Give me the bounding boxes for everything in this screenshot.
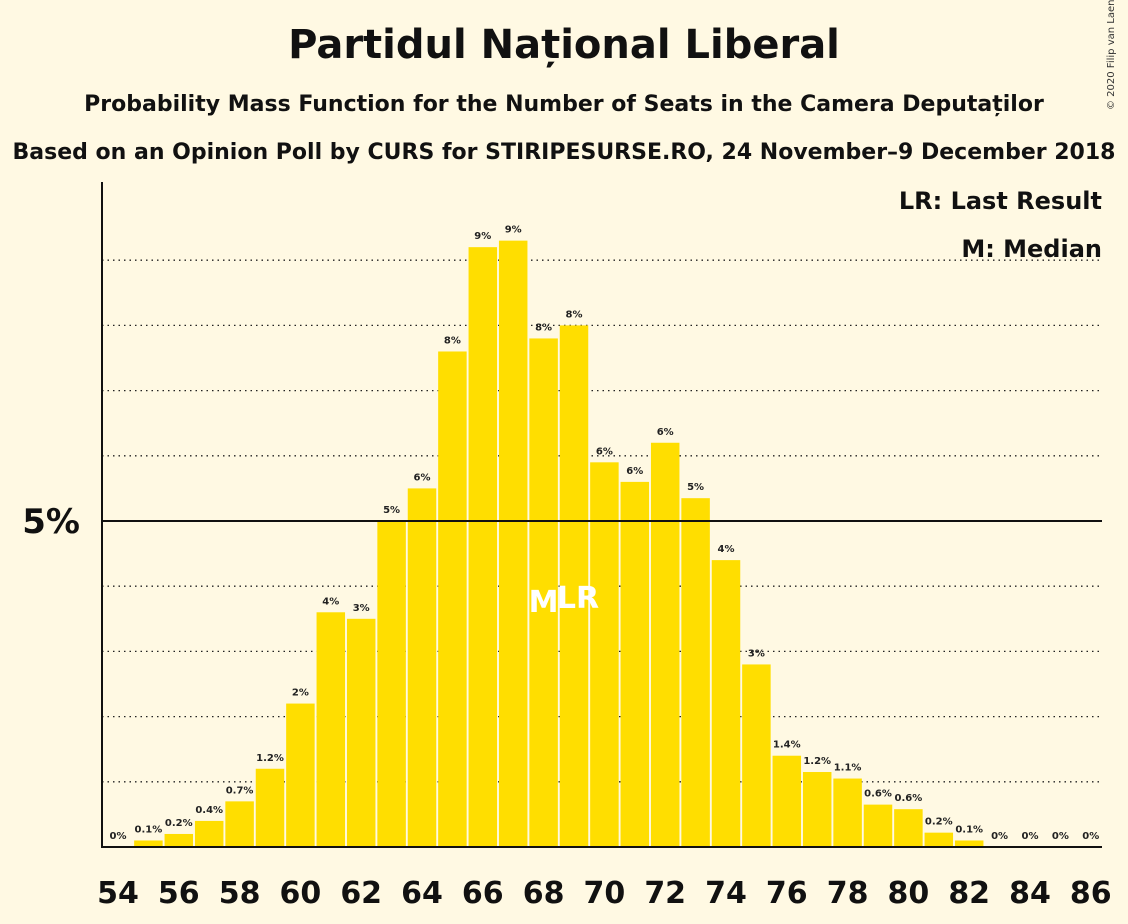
bar bbox=[590, 462, 619, 847]
legend-entry: LR: Last Result bbox=[899, 187, 1102, 215]
bar bbox=[681, 498, 710, 847]
bar-value-label: 5% bbox=[687, 482, 704, 493]
bar-value-label: 0.4% bbox=[195, 805, 223, 816]
bar-value-label: 8% bbox=[444, 335, 461, 346]
x-tick-label: 64 bbox=[401, 876, 443, 911]
x-tick-label: 74 bbox=[705, 876, 747, 911]
x-tick-label: 80 bbox=[888, 876, 930, 911]
bar-value-label: 4% bbox=[322, 596, 339, 607]
x-tick-label: 62 bbox=[340, 876, 382, 911]
bar-value-label: 0.1% bbox=[135, 824, 163, 835]
bar-value-label: 0% bbox=[1022, 831, 1039, 842]
x-tick-label: 76 bbox=[766, 876, 808, 911]
x-tick-label: 56 bbox=[158, 876, 200, 911]
bar-value-label: 0.6% bbox=[895, 793, 923, 804]
bar-value-label: 1.2% bbox=[256, 753, 284, 764]
bar bbox=[711, 560, 741, 847]
bar-value-label: 6% bbox=[626, 466, 643, 477]
bar bbox=[529, 338, 558, 847]
bar bbox=[407, 488, 437, 847]
x-tick-label: 82 bbox=[948, 876, 990, 911]
legend-entry: M: Median bbox=[961, 235, 1102, 263]
bar-value-label: 3% bbox=[748, 648, 765, 659]
chart-source: Based on an Opinion Poll by CURS for STI… bbox=[12, 140, 1116, 165]
bar-value-label: 0% bbox=[110, 831, 127, 842]
bar-value-label: 1.2% bbox=[803, 756, 831, 767]
bar bbox=[924, 832, 954, 847]
bar-value-label: 0% bbox=[1052, 831, 1069, 842]
x-tick-label: 54 bbox=[97, 876, 139, 911]
bar bbox=[316, 612, 346, 847]
bar bbox=[833, 778, 862, 847]
bar-value-label: 0.7% bbox=[226, 785, 254, 796]
bar bbox=[225, 801, 254, 847]
bar-value-label: 5% bbox=[383, 505, 400, 516]
x-tick-label: 58 bbox=[219, 876, 261, 911]
bar-value-label: 8% bbox=[566, 309, 583, 320]
bar-value-label: 1.1% bbox=[834, 763, 862, 774]
x-tick-label: 72 bbox=[644, 876, 686, 911]
bar-value-label: 6% bbox=[596, 446, 613, 457]
bar bbox=[498, 240, 528, 847]
bar bbox=[559, 325, 589, 847]
bar-value-label: 3% bbox=[353, 603, 370, 614]
bar bbox=[802, 772, 832, 847]
bar-value-label: 0% bbox=[1082, 831, 1099, 842]
bar-value-label: 2% bbox=[292, 688, 309, 699]
x-tick-label: 60 bbox=[280, 876, 322, 911]
x-tick-label: 78 bbox=[827, 876, 869, 911]
bar bbox=[650, 442, 680, 847]
bar-value-label: 0% bbox=[991, 831, 1008, 842]
x-tick-label: 84 bbox=[1009, 876, 1051, 911]
x-tick-label: 70 bbox=[584, 876, 626, 911]
bar-value-label: 6% bbox=[657, 427, 674, 438]
bar-value-label: 1.4% bbox=[773, 740, 801, 751]
bar-value-label: 0.2% bbox=[925, 817, 953, 828]
median-marker: M bbox=[529, 585, 559, 620]
bar bbox=[894, 809, 923, 847]
bar bbox=[377, 521, 406, 847]
bar bbox=[255, 768, 285, 847]
y-tick-label: 5% bbox=[22, 502, 80, 542]
bar bbox=[438, 351, 467, 847]
bar-value-label: 0.1% bbox=[955, 824, 983, 835]
bar bbox=[772, 755, 802, 847]
bar bbox=[468, 247, 498, 847]
chart-title: Partidul Național Liberal bbox=[288, 22, 840, 68]
bar bbox=[164, 833, 194, 847]
last-result-marker: LR bbox=[557, 581, 599, 616]
bar bbox=[742, 664, 771, 847]
bar-value-label: 0.6% bbox=[864, 789, 892, 800]
bar bbox=[620, 481, 650, 847]
bar bbox=[954, 840, 984, 847]
bar bbox=[863, 804, 893, 847]
x-tick-label: 66 bbox=[462, 876, 504, 911]
bar-value-label: 0.2% bbox=[165, 818, 193, 829]
bar bbox=[286, 703, 315, 847]
bar-value-label: 4% bbox=[718, 544, 735, 555]
bar bbox=[134, 840, 163, 847]
bar bbox=[194, 820, 224, 847]
chart-subtitle: Probability Mass Function for the Number… bbox=[84, 92, 1044, 117]
bar bbox=[346, 618, 376, 847]
x-tick-label: 86 bbox=[1070, 876, 1112, 911]
bar-value-label: 9% bbox=[474, 231, 491, 242]
bar-value-label: 8% bbox=[535, 322, 552, 333]
bar-value-label: 6% bbox=[414, 472, 431, 483]
bar-value-label: 9% bbox=[505, 225, 522, 236]
x-tick-label: 68 bbox=[523, 876, 565, 911]
